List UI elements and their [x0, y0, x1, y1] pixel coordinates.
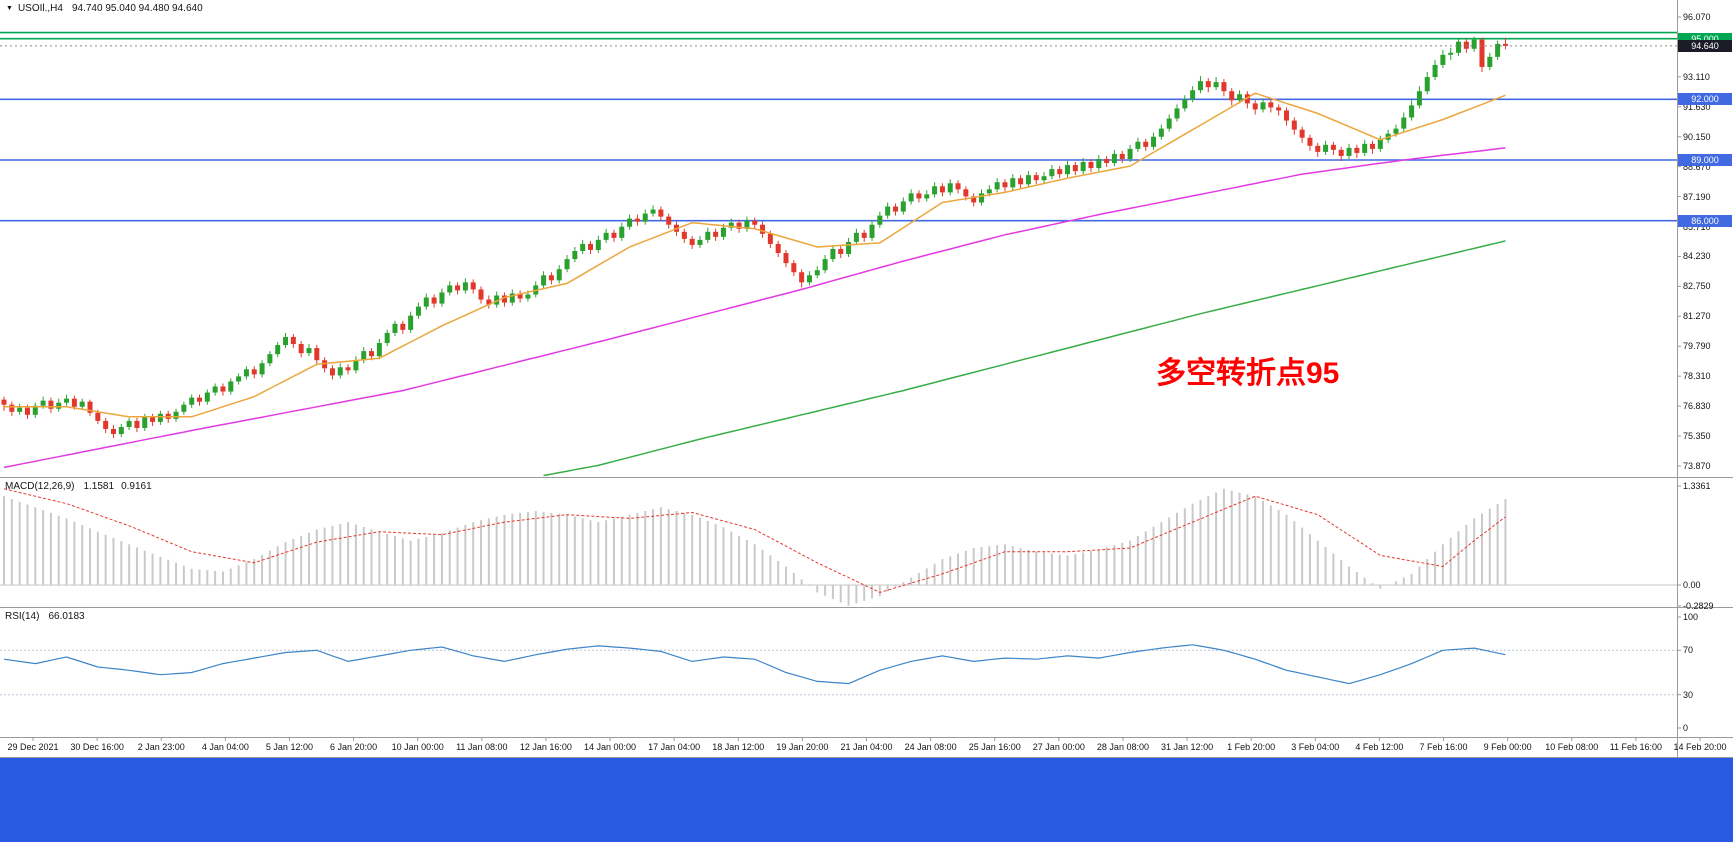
- price-axis[interactable]: [1677, 0, 1733, 757]
- rsi-panel-header: RSI(14) 66.0183: [5, 611, 85, 622]
- chart-title: USOIl.,H4: [17, 3, 63, 14]
- chart-header: ▼ USOIl.,H4 94.740 95.040 94.480 94.640: [6, 3, 203, 14]
- chart-annotation-text: 多空转折点95: [1156, 357, 1340, 390]
- macd-signal-value: 0.9161: [121, 481, 152, 492]
- time-axis[interactable]: [0, 738, 1733, 758]
- rsi-value: 66.0183: [48, 611, 85, 622]
- chart-canvas[interactable]: [0, 0, 1733, 758]
- macd-value: 1.1581: [83, 481, 115, 492]
- chart-ohlc-values: 94.740 95.040 94.480 94.640: [71, 3, 203, 14]
- bottom-bar: [0, 758, 1733, 842]
- rsi-label: RSI(14): [5, 611, 40, 622]
- macd-label: MACD(12,26,9): [5, 481, 75, 492]
- macd-panel-header: MACD(12,26,9) 1.1581 0.9161: [5, 481, 152, 492]
- symbol-dropdown-icon[interactable]: ▼: [6, 5, 13, 12]
